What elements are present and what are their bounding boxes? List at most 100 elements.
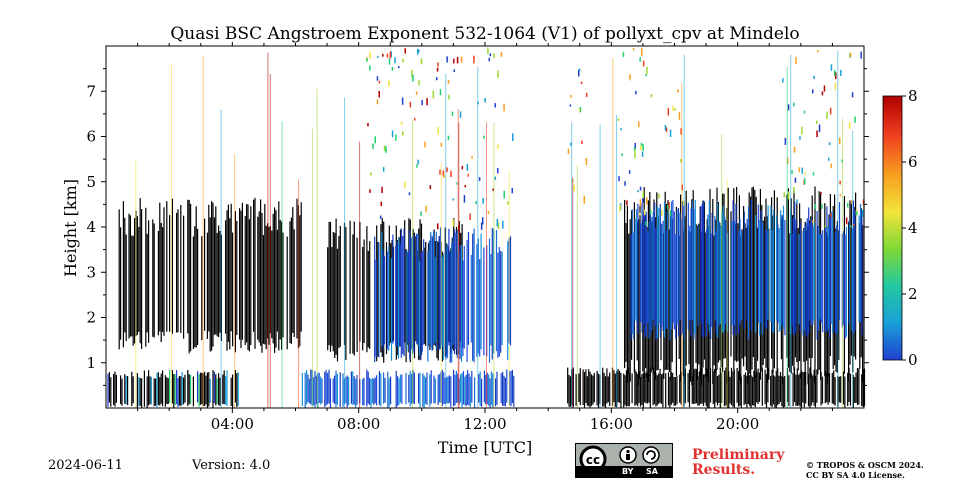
heatmap-speckle — [622, 51, 625, 58]
heatmap-column — [851, 228, 853, 331]
heatmap-speckle — [660, 223, 662, 226]
heatmap-speckle — [828, 157, 830, 161]
heatmap-column — [506, 369, 508, 403]
heatmap-column — [654, 217, 656, 380]
heatmap-column — [160, 222, 162, 343]
heatmap-column — [448, 375, 450, 403]
heatmap-column — [239, 208, 241, 340]
heatmap-speckle — [437, 223, 439, 230]
heatmap-column — [682, 231, 684, 377]
heatmap-column — [649, 211, 652, 335]
heatmap-column — [160, 373, 162, 404]
heatmap-column — [290, 217, 292, 344]
heatmap-speckle — [629, 74, 631, 81]
heatmap-column — [829, 194, 831, 356]
heatmap-column — [796, 368, 798, 407]
heatmap-column — [120, 227, 122, 340]
heatmap-column — [679, 374, 681, 403]
heatmap-column — [802, 230, 804, 336]
heatmap-column — [265, 225, 267, 350]
heatmap-column — [453, 369, 455, 407]
heatmap-speckle — [638, 121, 640, 128]
heatmap-speckle — [620, 128, 622, 131]
heatmap-column — [720, 225, 722, 368]
heatmap-column — [800, 370, 803, 408]
heatmap-column — [797, 227, 799, 371]
heatmap-speckle — [787, 104, 790, 111]
heatmap-speckle — [459, 111, 462, 118]
heatmap-column — [743, 211, 745, 329]
heatmap-speckle — [437, 127, 439, 135]
heatmap-column — [670, 371, 672, 405]
heatmap-speckle — [816, 120, 818, 124]
heatmap-column — [132, 376, 134, 404]
heatmap-speckle — [426, 98, 428, 106]
heatmap-speckle — [488, 57, 490, 62]
heatmap-streak — [508, 171, 510, 408]
heatmap-column — [488, 374, 490, 406]
heatmap-column — [695, 223, 697, 363]
heatmap-column — [712, 371, 714, 405]
heatmap-speckle — [804, 172, 806, 175]
heatmap-speckle — [432, 90, 435, 99]
heatmap-column — [335, 218, 337, 355]
share-alike-icon — [642, 446, 660, 464]
heatmap-streak — [458, 122, 460, 409]
heatmap-column — [733, 369, 735, 408]
y-tick-label: 5 — [86, 173, 96, 191]
heatmap-column — [843, 196, 845, 374]
heatmap-streak — [612, 58, 614, 408]
heatmap-column — [367, 371, 369, 404]
heatmap-column — [765, 198, 767, 369]
heatmap-column — [212, 202, 214, 347]
heatmap-column — [567, 367, 569, 404]
heatmap-column — [707, 369, 709, 408]
heatmap-speckle — [500, 51, 503, 57]
heatmap-column — [795, 219, 797, 332]
heatmap-column — [647, 231, 649, 323]
heatmap-column — [647, 200, 649, 382]
heatmap-column — [292, 207, 294, 333]
heatmap-column — [378, 371, 380, 405]
heatmap-speckle — [639, 212, 641, 216]
heatmap-column — [410, 237, 412, 350]
heatmap-column — [218, 225, 220, 338]
heatmap-column — [317, 372, 319, 408]
heatmap-column — [472, 233, 474, 361]
heatmap-speckle — [420, 211, 422, 217]
heatmap-speckle — [502, 220, 504, 229]
heatmap-speckle — [440, 142, 443, 147]
sa-label: SA — [646, 467, 658, 476]
heatmap-column — [441, 256, 443, 347]
heatmap-column — [174, 374, 176, 405]
x-tick-label: 04:00 — [211, 415, 254, 433]
heatmap-column — [366, 369, 368, 407]
heatmap-column — [148, 370, 150, 406]
heatmap-speckle — [421, 99, 423, 106]
heatmap-speckle — [570, 95, 572, 98]
heatmap-speckle — [847, 203, 849, 208]
heatmap-column — [244, 216, 246, 346]
heatmap-column — [500, 250, 502, 353]
heatmap-column — [485, 374, 487, 405]
colorbar-tick-label: 2 — [908, 285, 918, 303]
heatmap-column — [713, 235, 715, 366]
heatmap-column — [510, 371, 512, 407]
heatmap-column — [204, 371, 206, 406]
heatmap-speckle — [425, 205, 427, 213]
heatmap-streak — [171, 64, 172, 408]
heatmap-speckle — [585, 157, 588, 166]
heatmap-column — [784, 219, 786, 336]
heatmap-column — [810, 373, 812, 406]
heatmap-column — [690, 208, 692, 337]
heatmap-column — [777, 368, 779, 406]
heatmap-column — [115, 375, 117, 403]
heatmap-column — [859, 223, 861, 369]
heatmap-speckle — [391, 66, 394, 71]
heatmap-column — [831, 211, 834, 333]
heatmap-speckle — [787, 191, 790, 200]
heatmap-column — [332, 378, 334, 403]
heatmap-column — [858, 215, 860, 323]
heatmap-column — [631, 373, 633, 404]
